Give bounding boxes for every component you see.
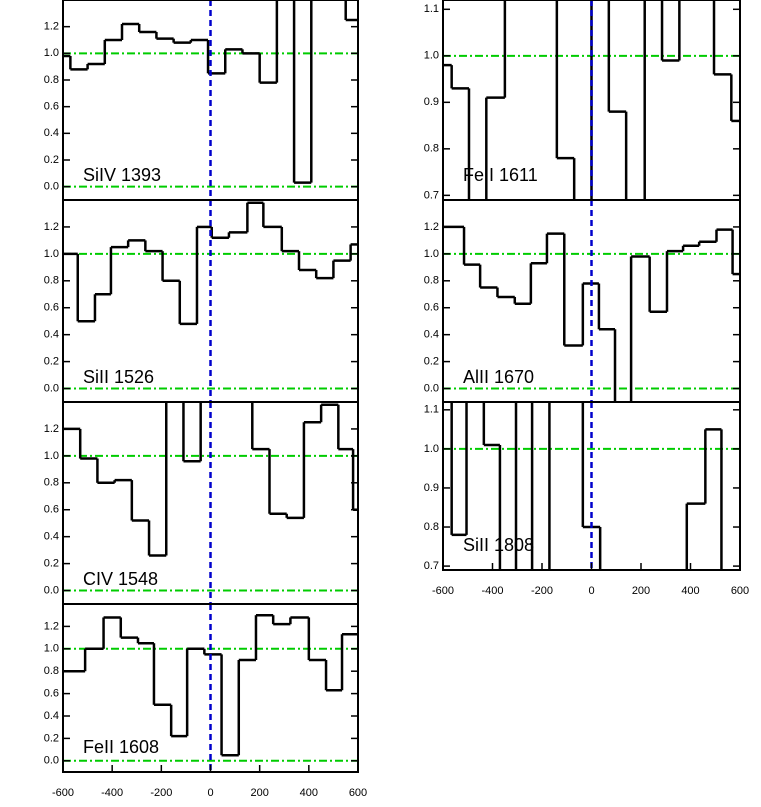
y-tick-label: 0.4 <box>44 531 59 543</box>
y-tick-label: 0.4 <box>424 329 439 341</box>
y-tick-label: 0.6 <box>44 101 59 113</box>
x-tick-label: 600 <box>349 787 367 799</box>
y-tick-label: 0.9 <box>424 96 439 108</box>
y-tick-label: 0.0 <box>424 382 439 394</box>
y-tick-label: 0.9 <box>424 482 439 494</box>
y-tick-label: 1.0 <box>424 50 439 62</box>
panel-label: SiIV 1393 <box>83 165 161 185</box>
panel-label: FeII 1608 <box>83 737 159 757</box>
panel <box>63 200 358 402</box>
x-tick-label: 0 <box>207 787 213 799</box>
y-tick-label: 1.1 <box>424 404 439 416</box>
y-tick-label: 0.2 <box>44 732 59 744</box>
x-tick-label: -400 <box>481 585 503 597</box>
x-tick-label: -200 <box>150 787 172 799</box>
x-tick-label: 600 <box>731 585 749 597</box>
y-tick-label: 1.0 <box>424 443 439 455</box>
panel <box>63 0 358 200</box>
x-tick-label: -400 <box>101 787 123 799</box>
panel-label: SiII 1526 <box>83 367 154 387</box>
panel <box>63 604 358 772</box>
y-tick-label: 0.0 <box>44 755 59 767</box>
y-tick-label: 0.8 <box>44 74 59 86</box>
panel <box>443 402 740 570</box>
y-tick-label: 1.0 <box>44 248 59 260</box>
x-tick-label: 0 <box>588 585 594 597</box>
y-tick-label: 0.2 <box>44 558 59 570</box>
y-tick-label: 1.0 <box>44 450 59 462</box>
y-tick-label: 0.4 <box>44 329 59 341</box>
y-tick-label: 0.2 <box>44 154 59 166</box>
y-tick-label: 1.2 <box>44 221 59 233</box>
x-tick-label: -200 <box>531 585 553 597</box>
y-tick-label: 0.8 <box>44 665 59 677</box>
y-tick-label: 1.0 <box>44 47 59 59</box>
panel <box>443 200 740 402</box>
panel <box>443 0 740 200</box>
y-tick-label: 0.6 <box>424 302 439 314</box>
panel-label: SiII 1808 <box>463 535 534 555</box>
y-tick-label: 1.2 <box>44 620 59 632</box>
y-tick-label: 1.2 <box>44 423 59 435</box>
x-tick-label: -600 <box>432 585 454 597</box>
y-tick-label: 1.1 <box>424 3 439 15</box>
x-tick-label: 200 <box>250 787 268 799</box>
y-tick-label: 0.0 <box>44 382 59 394</box>
y-tick-label: 0.6 <box>44 688 59 700</box>
y-tick-label: 0.6 <box>44 302 59 314</box>
y-tick-label: 0.7 <box>424 560 439 572</box>
panel-label: FeII 1611 <box>463 165 538 185</box>
y-tick-label: 0.8 <box>424 521 439 533</box>
y-tick-label: 1.2 <box>44 21 59 33</box>
panel-label: CIV 1548 <box>83 569 158 589</box>
y-tick-label: 0.8 <box>424 143 439 155</box>
panel-label: AlII 1670 <box>463 367 534 387</box>
y-tick-label: 0.4 <box>44 127 59 139</box>
y-tick-label: 0.6 <box>44 504 59 516</box>
y-tick-label: 0.4 <box>44 710 59 722</box>
x-tick-label: 400 <box>681 585 699 597</box>
y-tick-label: 0.0 <box>44 584 59 596</box>
x-tick-label: 200 <box>632 585 650 597</box>
panel <box>63 402 358 604</box>
y-tick-label: 0.2 <box>44 356 59 368</box>
x-tick-label: -600 <box>52 787 74 799</box>
y-tick-label: 0.8 <box>44 477 59 489</box>
y-tick-label: 1.0 <box>44 643 59 655</box>
y-tick-label: 0.2 <box>424 356 439 368</box>
x-tick-label: 400 <box>300 787 318 799</box>
y-tick-label: 0.8 <box>44 275 59 287</box>
y-tick-label: 0.8 <box>424 275 439 287</box>
y-tick-label: 1.0 <box>424 248 439 260</box>
y-tick-label: 0.7 <box>424 189 439 201</box>
y-tick-label: 0.0 <box>44 181 59 193</box>
y-tick-label: 1.2 <box>424 221 439 233</box>
